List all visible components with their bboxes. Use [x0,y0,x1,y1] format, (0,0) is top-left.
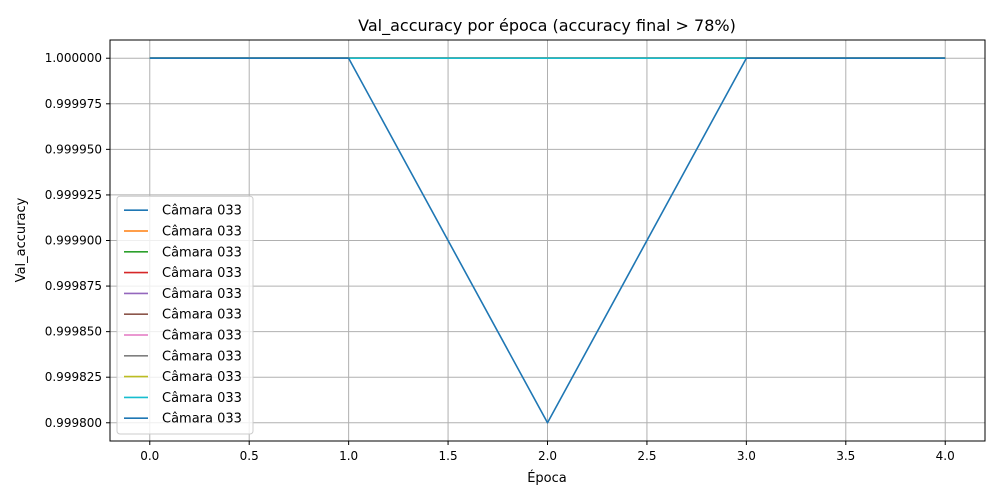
legend-label: Câmara 033 [162,245,242,260]
x-tick-label: 0.5 [240,449,259,463]
series-line-11 [149,57,946,424]
x-tick-label: 3.0 [737,449,756,463]
y-tick-label: 0.999925 [45,188,102,202]
chart-title: Val_accuracy por época (accuracy final >… [358,16,736,36]
x-tick-label: 4.0 [936,449,955,463]
legend-label: Câmara 033 [162,349,242,364]
y-tick-label: 0.999900 [45,234,102,248]
y-tick-label: 0.999950 [45,142,102,156]
y-tick-label: 1.000000 [45,51,102,65]
x-tick-label: 2.0 [538,449,557,463]
legend-label: Câmara 033 [162,329,242,344]
legend-label: Câmara 033 [162,204,242,219]
legend-label: Câmara 033 [162,391,242,406]
series-lines [149,57,946,424]
y-axis-ticks: 0.999800 0.999825 0.999850 0.999875 0.999900… [45,51,110,430]
x-tick-label: 1.5 [439,449,458,463]
y-axis-label: Val_accuracy [14,197,29,282]
legend-label: Câmara 033 [162,287,242,302]
x-tick-label: 3.5 [836,449,855,463]
y-tick-label: 0.999800 [45,416,102,430]
x-axis-ticks: 0.0 0.5 1.0 1.5 2.0 2.5 3.0 3.5 4.0 [140,441,955,463]
legend-label: Câmara 033 [162,370,242,385]
y-tick-label: 0.999850 [45,325,102,339]
x-axis-label: Época [527,470,567,486]
legend-label: Câmara 033 [162,308,242,323]
x-tick-label: 0.0 [140,449,159,463]
legend-box [116,195,254,435]
legend: Câmara 033 Câmara 033 Câmara 033 Câmara 033… [116,195,254,435]
y-tick-label: 0.999825 [45,370,102,384]
legend-label: Câmara 033 [162,412,242,427]
legend-label: Câmara 033 [162,225,242,240]
y-tick-label: 0.999875 [45,279,102,293]
x-tick-label: 1.0 [339,449,358,463]
y-tick-label: 0.999975 [45,97,102,111]
x-tick-label: 2.5 [637,449,656,463]
legend-label: Câmara 033 [162,266,242,281]
